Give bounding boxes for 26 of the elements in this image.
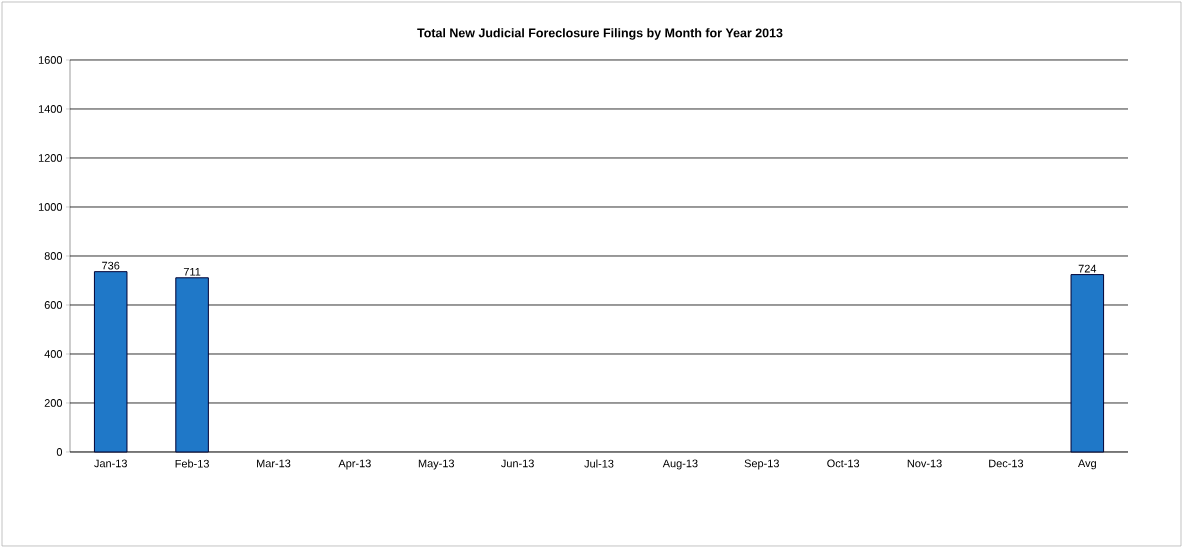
y-tick-label: 1400: [38, 105, 63, 113]
y-tick-label: 200: [44, 399, 63, 407]
x-tick-label: Sep-13: [744, 459, 779, 470]
x-tick-label: Feb-13: [175, 459, 209, 468]
y-tick-label: 400: [44, 350, 63, 358]
y-tick-label: 1600: [38, 56, 63, 64]
x-tick-label: Dec-13: [989, 459, 1024, 468]
x-tick-label: Nov-13: [907, 459, 942, 468]
y-tick-label: 800: [44, 252, 63, 260]
y-tick-label: 600: [44, 301, 63, 309]
x-tick-label: Jan-13: [94, 459, 127, 468]
data-label: 736: [102, 261, 120, 270]
x-tick-label: May-13: [418, 459, 455, 470]
data-label: 711: [183, 268, 201, 276]
y-tick-label: 0: [56, 448, 63, 456]
x-tick-label: Jul-13: [584, 459, 614, 468]
y-tick-label: 1200: [38, 154, 63, 162]
x-tick-label: Jun-13: [501, 459, 534, 468]
chart-title: Total New Judicial Foreclosure Filings by Month for Year 2013: [417, 28, 783, 40]
data-label: 724: [1078, 264, 1097, 273]
x-tick-label: Oct-13: [827, 459, 860, 468]
x-tick-label: Mar-13: [257, 459, 291, 468]
x-tick-label: Apr-13: [338, 459, 371, 470]
y-tick-label: 1000: [38, 203, 63, 211]
x-tick-label: Avg: [1077, 459, 1096, 470]
x-tick-label: Aug-13: [662, 459, 698, 470]
